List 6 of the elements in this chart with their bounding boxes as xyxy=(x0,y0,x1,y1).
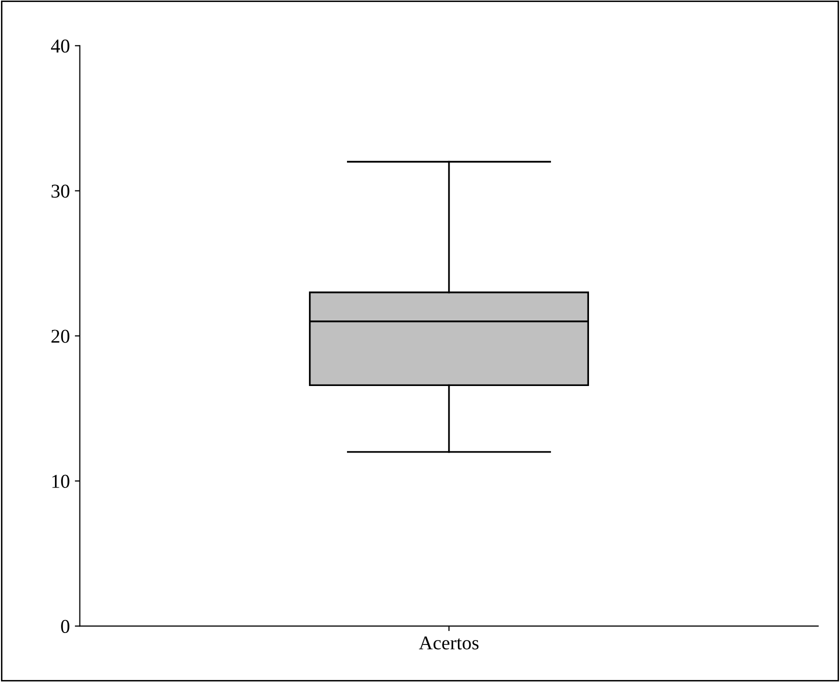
x-tick-label: Acertos xyxy=(418,636,479,650)
y-tick-label: 40 xyxy=(51,40,70,53)
y-tick-label: 30 xyxy=(52,184,70,198)
y-tick-label: 20 xyxy=(51,330,70,343)
y-tick-label: 10 xyxy=(52,474,70,488)
y-tick-label: 0 xyxy=(61,620,70,634)
